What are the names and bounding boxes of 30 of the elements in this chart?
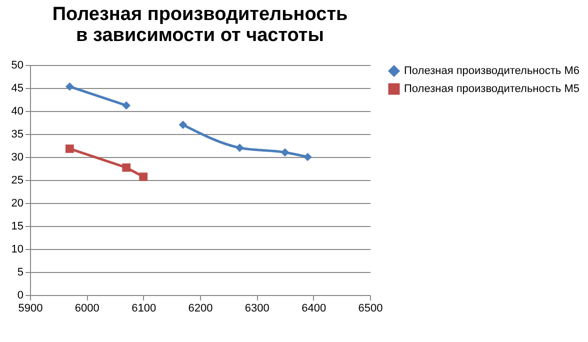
y-tick-label: 20 (11, 198, 24, 210)
y-tick-label: 50 (11, 60, 24, 72)
point (280, 148, 290, 157)
chart-title: Полезная производительность в зависимости от частоты (52, 4, 348, 46)
point (122, 101, 131, 110)
point (65, 82, 74, 91)
x-tick-label: 6500 (358, 302, 383, 314)
y-tick-label: 10 (11, 244, 24, 256)
x-tick-label: 6400 (302, 302, 326, 314)
y-tick-label: 45 (11, 82, 24, 94)
point (139, 172, 148, 181)
x-tick-label: 6300 (244, 302, 270, 314)
y-tick-label: 30 (11, 152, 24, 164)
x-tick-label: 6200 (188, 302, 213, 314)
x-tick-label: 5900 (18, 302, 43, 314)
y-tick-label: 25 (11, 174, 24, 186)
x-tick-label: 6000 (74, 302, 100, 314)
point (303, 152, 312, 162)
x-tick-label: 6100 (132, 302, 156, 314)
point (122, 163, 131, 172)
point (65, 144, 74, 153)
y-tick-label: 35 (11, 128, 24, 140)
y-tick-label: 15 (11, 220, 24, 232)
point (235, 144, 244, 152)
y-tick-label: 0 (17, 290, 24, 302)
y-tick-label: 40 (11, 106, 24, 118)
legend-label: Полезная производительность М6 (404, 65, 580, 77)
point (178, 120, 188, 129)
y-tick-label: 5 (17, 266, 24, 278)
legend-label: Полезная производительность М5 (404, 83, 580, 95)
